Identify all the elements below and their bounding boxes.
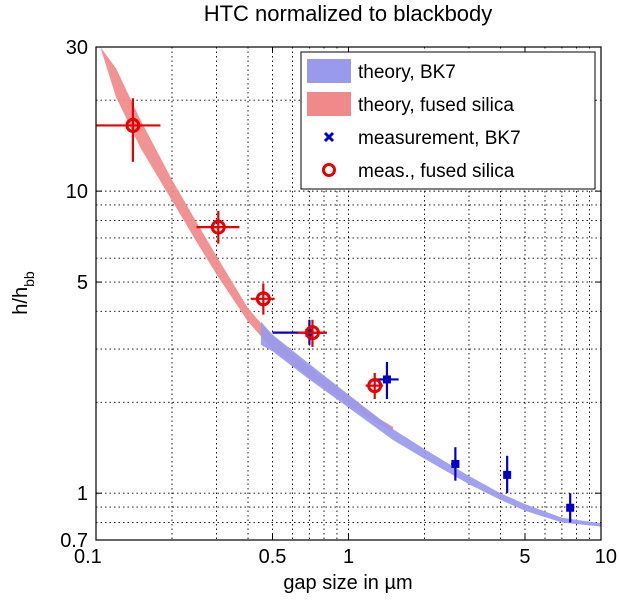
measurement-point-fused-silica	[297, 319, 327, 347]
legend-entry-1: theory, BK7	[307, 59, 456, 83]
measurement-point-bk7	[503, 455, 512, 494]
y-tick-label: 1	[77, 483, 88, 505]
legend: theory, BK7 theory, fused silica measureme…	[300, 51, 596, 190]
legend-label: theory, fused silica	[358, 95, 514, 116]
y-tick-label: 5	[77, 272, 88, 294]
x-tick-label: 1	[343, 546, 354, 568]
legend-swatch	[307, 59, 351, 83]
measurement-point-fused-silica	[96, 98, 161, 162]
y-axis-label: h/hbb	[10, 271, 37, 315]
circle-marker	[367, 378, 383, 394]
circle-marker	[304, 325, 320, 341]
x-marker	[503, 470, 512, 479]
legend-label: meas., fused silica	[358, 161, 515, 182]
circle-marker	[255, 291, 271, 307]
y-axis-label-main: h/h	[10, 287, 32, 315]
y-axis-label-subscript: bb	[21, 271, 37, 287]
legend-entry-4: meas., fused silica	[322, 161, 515, 182]
x-marker	[382, 375, 391, 384]
x-tick-label: 0.1	[74, 546, 102, 568]
chart-title: HTC normalized to blackbody	[204, 1, 493, 26]
measurement-point-fused-silica	[196, 210, 240, 244]
y-tick-label: 30	[66, 37, 88, 59]
legend-label: theory, BK7	[358, 62, 456, 83]
measurement-point-fused-silica	[365, 372, 384, 400]
theory-band-bk7	[260, 321, 601, 527]
legend-entry-3: measurement, BK7	[323, 128, 521, 149]
measurement-point-bk7	[375, 361, 399, 400]
x-axis-label: gap size in µm	[283, 572, 412, 594]
legend-x-marker	[323, 131, 335, 143]
circle-marker	[125, 117, 141, 133]
y-tick-label: 0.7	[60, 530, 88, 552]
legend-label: measurement, BK7	[358, 128, 521, 149]
legend-circle-marker	[322, 163, 336, 177]
x-marker	[451, 459, 460, 468]
measurement-point-bk7	[451, 447, 460, 481]
axis-ticks: 0.1 0.5 1 5 10 0.7 1 5 10 30	[60, 37, 617, 568]
measurement-markers	[96, 98, 575, 523]
measurement-point-bk7	[566, 493, 575, 523]
x-tick-label: 10	[595, 546, 617, 568]
circle-marker	[210, 219, 226, 235]
measurement-point-fused-silica	[250, 283, 275, 315]
legend-swatch	[307, 92, 351, 116]
y-tick-label: 10	[66, 181, 88, 203]
x-tick-label: 5	[519, 546, 530, 568]
x-tick-label: 0.5	[259, 546, 287, 568]
legend-entry-2: theory, fused silica	[307, 92, 514, 116]
x-marker	[566, 503, 575, 512]
